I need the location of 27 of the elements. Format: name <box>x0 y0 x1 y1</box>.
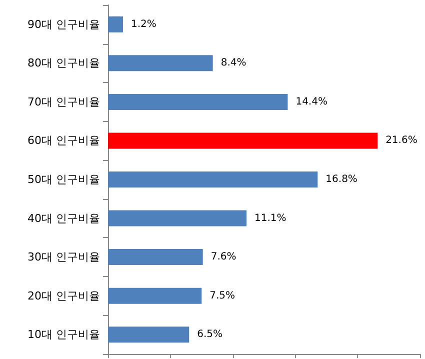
y-tick-label: 90대 인구비율 <box>28 18 100 31</box>
y-tick-label: 80대 인구비율 <box>28 56 100 70</box>
bar <box>108 16 123 32</box>
bar <box>108 210 247 226</box>
data-label: 8.4% <box>220 58 246 69</box>
data-label: 7.6% <box>210 252 236 263</box>
data-label: 14.4% <box>296 96 328 108</box>
bar <box>108 326 190 343</box>
data-label: 1.2% <box>130 18 156 30</box>
bar <box>108 94 288 110</box>
data-label: 6.5% <box>197 329 223 340</box>
bar <box>108 288 202 304</box>
bar <box>108 55 213 72</box>
bar <box>108 249 203 266</box>
bar <box>108 132 378 149</box>
bar <box>108 172 318 188</box>
data-label: 11.1% <box>254 212 286 224</box>
data-label: 21.6% <box>386 135 418 146</box>
y-tick-label: 30대 인구비율 <box>28 250 100 264</box>
y-tick-label: 20대 인구비율 <box>28 289 100 302</box>
y-tick-label: 10대 인구비율 <box>28 328 100 342</box>
data-label: 7.5% <box>210 290 236 302</box>
y-tick-label: 50대 인구비율 <box>28 173 100 186</box>
data-label: 16.8% <box>326 174 358 185</box>
y-tick-label: 60대 인구비율 <box>28 134 100 148</box>
y-tick-label: 70대 인구비율 <box>28 95 100 108</box>
y-tick-label: 40대 인구비율 <box>28 212 100 225</box>
